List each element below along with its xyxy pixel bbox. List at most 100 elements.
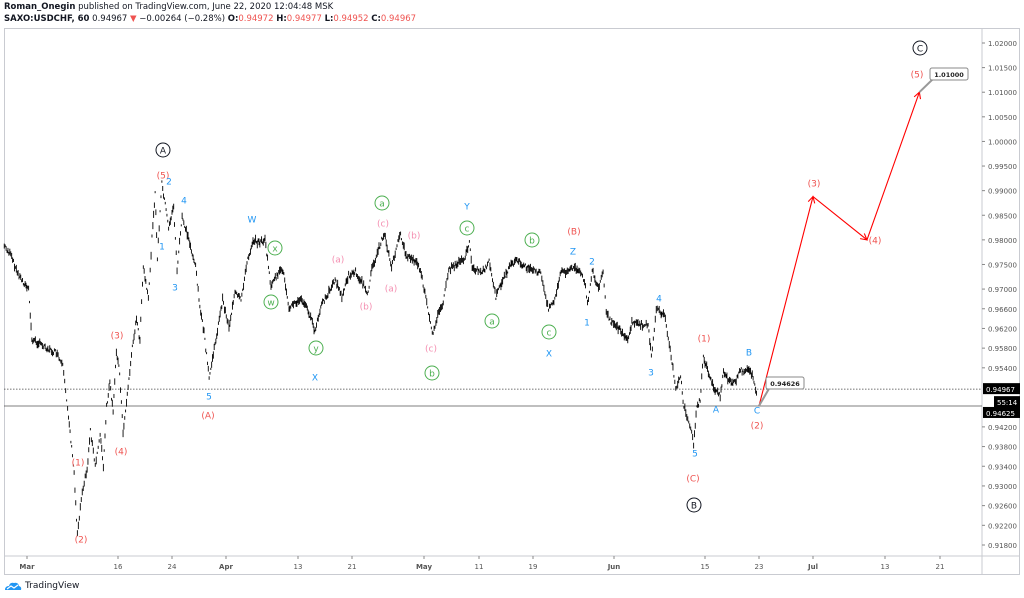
price-tick-label: 0.91800 <box>988 542 1017 550</box>
wave-label-blue: 2 <box>166 178 172 188</box>
wave-label-blue: 1 <box>159 243 165 253</box>
wave-label-green: a <box>379 200 385 210</box>
price-tick-label: 0.99000 <box>988 188 1017 196</box>
wave-circle-green <box>424 365 440 381</box>
wave-label-black: B <box>691 502 697 512</box>
price-tick-label: 0.95400 <box>988 365 1017 373</box>
price-tick-label: 0.98500 <box>988 212 1017 220</box>
wave-circle-green <box>484 313 500 329</box>
target-price-callout-text: 1.01000 <box>934 71 964 79</box>
price-tick-label: 0.97000 <box>988 286 1017 294</box>
tradingview-logo[interactable]: TradingView <box>4 581 79 591</box>
wave-label-red: (4) <box>115 448 128 458</box>
symbol: SAXO:USDCHF, 60 <box>4 14 90 24</box>
bar-countdown-badge-bg <box>994 396 1020 408</box>
last-price: 0.94967 <box>92 14 128 24</box>
price-tick-label: 0.94200 <box>988 424 1017 432</box>
wave-label-red: (4) <box>869 237 882 247</box>
wave-label-red: (2) <box>751 422 764 432</box>
wave-label-green: a <box>489 318 495 328</box>
time-tick-label: 24 <box>168 563 177 571</box>
wave-label-black: C <box>917 45 923 55</box>
symbol-legend: SAXO:USDCHF, 60 0.94967 ▼ −0.00264 (−0.2… <box>4 14 416 24</box>
wave-label-blue: B <box>746 349 752 359</box>
wave-label-red: (2) <box>75 536 88 546</box>
price-tick-label: 0.92200 <box>988 522 1017 530</box>
wave-label-blue: 1 <box>584 319 590 329</box>
bar-countdown-badge: 55:14 <box>997 399 1018 407</box>
wave-circle-green <box>263 294 279 310</box>
high-value: 0.94977 <box>286 14 322 24</box>
low-value: 0.94952 <box>333 14 369 24</box>
price-tick-label: 1.00500 <box>988 114 1017 122</box>
price-tick-label: 0.96600 <box>988 306 1017 314</box>
wave-label-green: w <box>267 299 274 309</box>
wave-circle-black <box>912 40 928 56</box>
price-tick-label: 0.96200 <box>988 325 1017 333</box>
forecast-path <box>758 92 920 407</box>
time-tick-label: Jun <box>607 563 621 571</box>
wave-label-red: (3) <box>808 180 821 190</box>
wave-label-red: (3) <box>111 332 124 342</box>
wave-label-blue: Y <box>463 203 470 213</box>
level-price-badge: 0.94625 <box>986 410 1015 418</box>
wave-label-blue: X <box>312 374 318 384</box>
author-name[interactable]: Roman_Onegin <box>4 2 76 12</box>
wave-label-green: b <box>529 237 535 247</box>
time-tick-label: 19 <box>529 563 538 571</box>
price-tick-label: 0.98000 <box>988 237 1017 245</box>
open-value: 0.94972 <box>238 14 274 24</box>
wave-circle-green <box>267 240 283 256</box>
wave-label-red: (1) <box>72 459 85 469</box>
time-tick-label: Apr <box>219 563 233 571</box>
close-label: C: <box>371 14 381 24</box>
wave-label-blue: 5 <box>206 393 212 403</box>
high-label: H: <box>276 14 287 24</box>
price-tick-label: 0.93000 <box>988 483 1017 491</box>
wave-label-pink: (b) <box>408 232 421 242</box>
target-price-callout-box <box>929 67 969 81</box>
time-tick-label: 21 <box>348 563 357 571</box>
entry-price-callout-box <box>765 376 805 390</box>
wave-label-black: A <box>160 147 167 157</box>
wave-label-blue: 3 <box>648 369 654 379</box>
time-tick-label: 11 <box>475 563 484 571</box>
wave-label-pink: (c) <box>425 345 437 355</box>
wave-label-green: c <box>547 329 552 339</box>
current-price-badge: 0.94967 <box>986 386 1015 394</box>
entry-price-callout-text: 0.94626 <box>770 380 800 388</box>
wave-label-red: (1) <box>698 335 711 345</box>
level-price-badge-bg <box>983 406 1020 418</box>
wave-circle-black <box>155 142 171 158</box>
wave-circle-black <box>686 497 702 513</box>
open-label: O: <box>227 14 239 24</box>
current-price-badge-bg <box>983 383 1020 395</box>
low-label: L: <box>324 14 334 24</box>
wave-label-pink: (c) <box>377 220 389 230</box>
wave-circle-green <box>459 220 475 236</box>
time-tick-label: 13 <box>881 563 890 571</box>
down-arrow-icon: ▼ <box>130 14 137 24</box>
price-tick-label: 0.92600 <box>988 503 1017 511</box>
price-tick-label: 1.01000 <box>988 89 1017 97</box>
wave-label-blue: 2 <box>589 258 595 268</box>
wave-label-blue: A <box>713 406 720 416</box>
time-tick-label: 13 <box>294 563 303 571</box>
price-tick-label: 1.01500 <box>988 65 1017 73</box>
wave-label-red: (5) <box>157 172 170 182</box>
wave-label-pink: (b) <box>360 303 373 313</box>
wave-label-green: x <box>272 245 278 255</box>
published-text: published on TradingView.com, June 22, 2… <box>78 2 334 12</box>
time-tick-label: May <box>416 563 432 571</box>
time-tick-label: 21 <box>936 563 945 571</box>
price-tick-label: 1.02000 <box>988 40 1017 48</box>
chart-frame <box>4 28 1020 575</box>
wave-label-green: c <box>465 225 470 235</box>
wave-label-blue: C <box>754 407 760 417</box>
price-tick-label: 1.00000 <box>988 138 1017 146</box>
wave-label-pink: (a) <box>332 256 345 266</box>
tradingview-cloud-icon <box>5 582 22 590</box>
wave-label-red: (B) <box>567 228 580 238</box>
wave-label-green: y <box>313 345 319 355</box>
